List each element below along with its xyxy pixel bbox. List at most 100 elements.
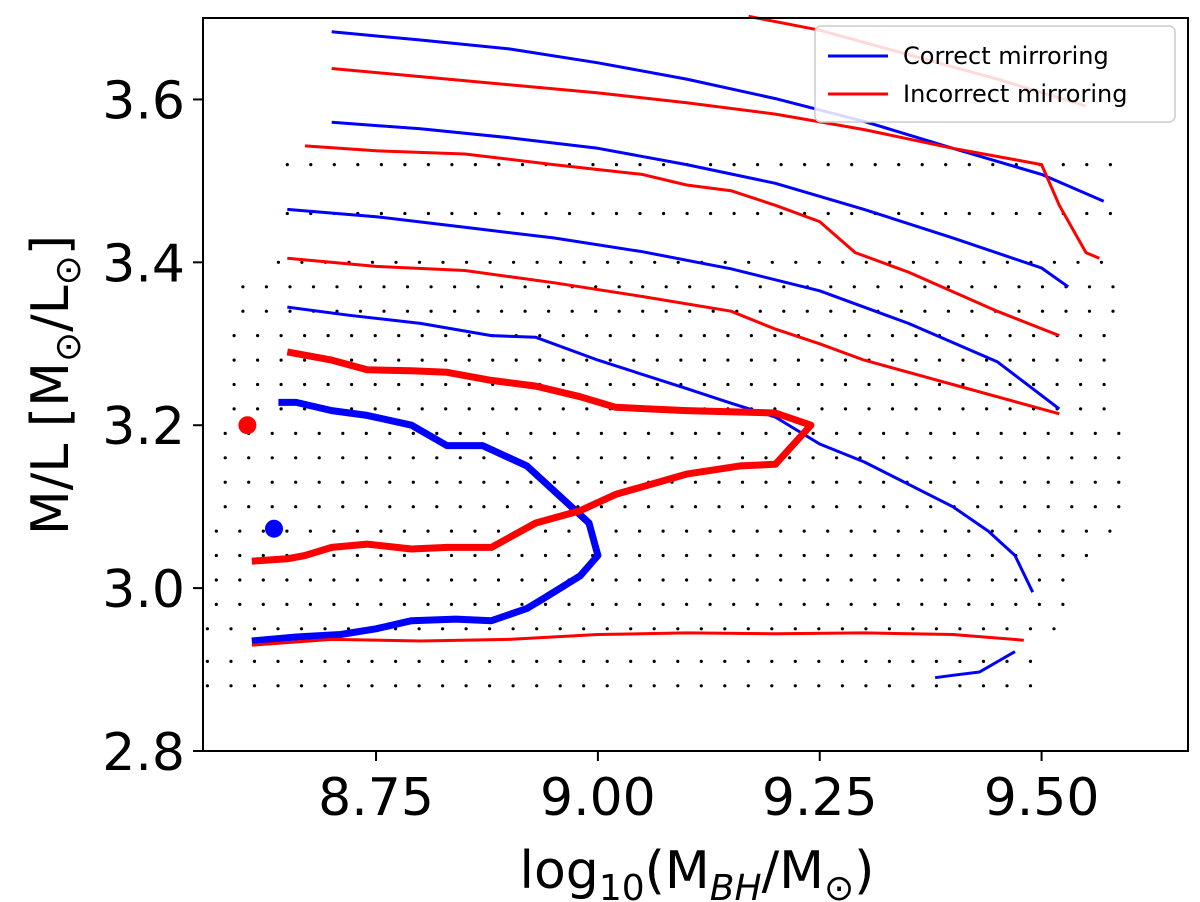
grid-dot — [350, 358, 354, 362]
grid-dot — [897, 163, 901, 167]
grid-dot — [1093, 456, 1097, 460]
grid-dot — [311, 285, 316, 289]
grid-dot — [276, 659, 280, 664]
grid-dot — [740, 505, 745, 509]
grid-dot — [1055, 382, 1059, 387]
grid-dot — [458, 456, 462, 460]
grid-dot — [867, 382, 871, 387]
grid-dot — [629, 627, 633, 631]
grid-dot — [887, 627, 892, 631]
grid-dot — [617, 309, 621, 313]
grid-dot — [655, 358, 659, 362]
grid-dot — [981, 659, 986, 664]
grid-dot — [999, 431, 1003, 435]
grid-dot — [370, 260, 375, 264]
grid-dot — [1052, 627, 1056, 631]
grid-dot — [835, 505, 839, 509]
grid-dot — [770, 684, 774, 688]
grid-dot — [670, 505, 674, 509]
grid-dot — [1014, 529, 1018, 533]
grid-dot — [599, 480, 604, 484]
grid-dot — [299, 684, 304, 688]
grid-dot — [594, 309, 598, 313]
grid-dot — [976, 456, 980, 460]
grid-dot — [976, 505, 980, 509]
grid-dot — [817, 627, 821, 631]
grid-dot — [491, 358, 495, 362]
grid-dot — [514, 407, 518, 411]
grid-dot — [214, 553, 218, 558]
grid-dot — [205, 684, 209, 688]
grid-dot — [985, 358, 989, 362]
grid-dot — [247, 480, 251, 484]
grid-dot — [458, 480, 462, 484]
grid-dot — [849, 602, 853, 607]
x-axis-title: log10(MBH/M⊙) — [520, 841, 875, 902]
grid-dot — [1079, 382, 1083, 387]
grid-dot — [558, 659, 562, 664]
grid-dot — [561, 358, 565, 362]
markers — [238, 416, 283, 538]
grid-dot — [764, 431, 768, 435]
grid-dot — [497, 211, 501, 216]
grid-dot — [858, 480, 862, 484]
grid-dot — [482, 431, 486, 435]
grid-dot — [999, 456, 1003, 460]
grid-dot — [967, 553, 971, 558]
grid-dot — [464, 684, 468, 688]
grid-dot — [841, 260, 845, 264]
grid-dot — [623, 456, 627, 460]
series-line-incorrect-mirroring-10 — [251, 348, 815, 565]
grid-dot — [605, 684, 609, 688]
grid-dot — [1037, 578, 1041, 582]
grid-dot — [441, 659, 445, 664]
grid-dot — [982, 260, 986, 264]
grid-dot — [864, 684, 868, 688]
grid-dot — [394, 659, 398, 664]
legend-box — [814, 25, 1176, 123]
grid-dot — [732, 211, 736, 216]
grid-dot — [614, 163, 619, 167]
grid-dot — [488, 627, 492, 631]
grid-dot — [708, 578, 712, 582]
grid-dot — [1070, 480, 1074, 484]
grid-dot — [505, 431, 509, 435]
x-tick-label: 8.75 — [318, 768, 434, 828]
grid-dot — [811, 480, 815, 484]
grid-dot — [358, 309, 363, 313]
svg-text:M/L [M⊙/L⊙]: M/L [M⊙/L⊙] — [21, 235, 89, 535]
grid-dot — [241, 285, 245, 289]
grid-dot — [896, 602, 900, 607]
grid-dot — [758, 309, 762, 313]
grid-dot — [929, 431, 933, 435]
grid-dot — [623, 480, 627, 484]
grid-dot — [920, 553, 924, 558]
grid-dot — [726, 334, 730, 338]
grid-dot — [270, 456, 274, 460]
grid-dot — [623, 431, 627, 435]
grid-dot — [796, 358, 801, 362]
grid-dot — [294, 480, 298, 484]
grid-dot — [670, 431, 674, 435]
x-axis-title-close: ) — [854, 841, 874, 901]
grid-dot — [364, 456, 368, 460]
grid-dot — [382, 309, 386, 313]
grid-dot — [435, 480, 439, 484]
grid-dot — [449, 578, 454, 582]
grid-dot — [905, 456, 909, 460]
grid-dot — [788, 431, 792, 435]
grid-dot — [858, 505, 862, 509]
grid-dot — [417, 684, 421, 688]
grid-dot — [793, 684, 797, 688]
marker-incorrect-mirroring-point — [238, 416, 257, 435]
grid-dot — [561, 382, 565, 387]
grid-dot — [252, 659, 257, 664]
grid-dot — [358, 285, 363, 289]
grid-dot — [543, 553, 548, 558]
grid-dot — [897, 211, 901, 216]
grid-dot — [702, 358, 707, 362]
grid-dot — [1087, 285, 1092, 289]
grid-dot — [685, 602, 689, 607]
grid-dot — [661, 602, 665, 607]
